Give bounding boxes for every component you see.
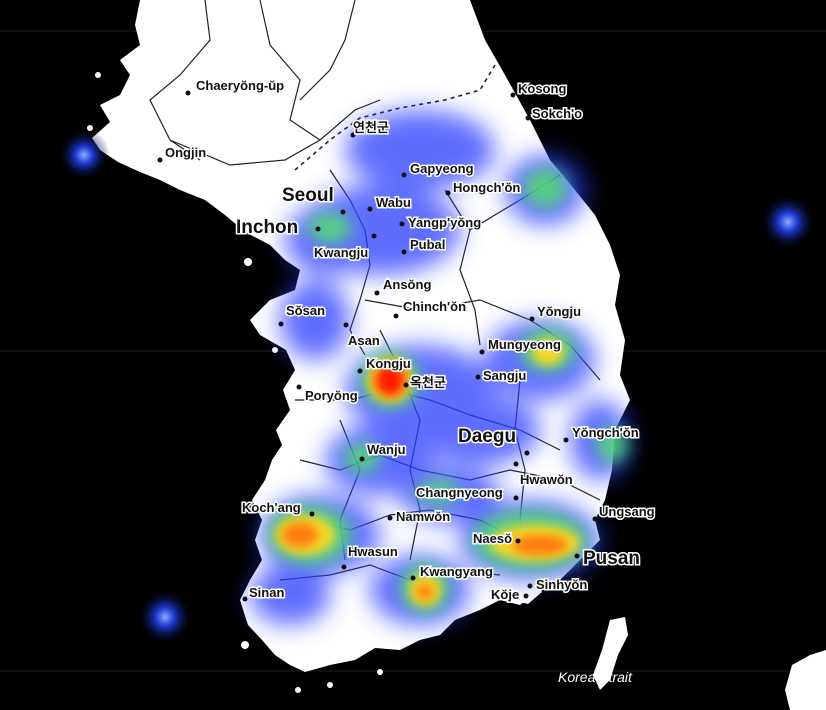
place-label-korea-strait: Korea Strait (558, 669, 633, 685)
place-label-pubal: Pubal (410, 237, 445, 252)
geoje-island (510, 578, 542, 604)
place-label-gapyeong: Gapyeong (410, 161, 474, 176)
place-label-kochang: Koch'ang (242, 500, 301, 515)
place-label-okcheon: 옥천군 (410, 375, 446, 390)
place-label-yongju: Yŏngju (537, 304, 581, 319)
place-label-daegu: Daegu (458, 426, 516, 447)
place-label-sokcho: Sokch'o (532, 106, 582, 121)
place-label-naeso: Naesŏ (473, 531, 512, 546)
place-label-yangpyong: Yangp'yŏng (408, 215, 481, 230)
place-label-sinan: Sinan (249, 585, 284, 600)
ongjin-island-hotspot (58, 129, 110, 181)
place-label-poryong: Poryŏng (305, 388, 358, 403)
place-label-hongchon: Hongch'ŏn (453, 180, 520, 195)
place-label-wabu: Wabu (376, 195, 411, 210)
place-label-namwon: Namwŏn (396, 509, 450, 524)
place-label-hwasun: Hwasun (348, 544, 398, 559)
place-label-yongchon: Yŏngch'ŏn (572, 425, 639, 440)
place-label-kongju: Kongju (366, 356, 411, 371)
place-label-sinhyon: Sinhyŏn (536, 577, 587, 592)
place-label-yeoncheon: 연천군 (353, 120, 389, 135)
place-label-wanju: Wanju (367, 442, 406, 457)
place-label-ansong: Ansŏng (383, 277, 431, 292)
place-label-sosan: Sŏsan (286, 303, 325, 318)
place-label-pusan: Pusan (583, 548, 640, 569)
place-label-koje: Kŏje (491, 587, 519, 602)
tsushima-island (593, 617, 628, 690)
place-label-asan: Asan (348, 333, 380, 348)
place-label-sangju: Sangju (483, 368, 526, 383)
japan-coast (785, 650, 826, 710)
place-label-ungsang: Ungsang (599, 504, 655, 519)
east-sea-hotspot (760, 194, 816, 250)
place-label-changnyeong: Changnyeong (416, 485, 503, 500)
place-label-kwangju: Kwangju (314, 245, 368, 260)
place-label-kosong: Kosong (518, 81, 566, 96)
place-label-seoul: Seoul (282, 185, 334, 206)
place-label-inchon: Inchon (236, 217, 298, 238)
heatmap-layer (58, 110, 816, 645)
sinan-sea-hotspot (137, 589, 193, 645)
place-label-chinchon: Chinch'ŏn (403, 299, 466, 314)
place-label-ongjin: Ongjin (165, 145, 206, 160)
place-label-mungyeong: Mungyeong (488, 337, 561, 352)
place-label-kwangyang: Kwangyang (420, 564, 493, 579)
place-label-chaeryong: Chaeryŏng-ŭp (196, 78, 284, 93)
place-labels: Chaeryŏng-ŭp Ongjin Kosong Sokch'o 연천군 G… (157, 77, 656, 685)
place-label-hwawon: Hwawŏn (520, 472, 573, 487)
